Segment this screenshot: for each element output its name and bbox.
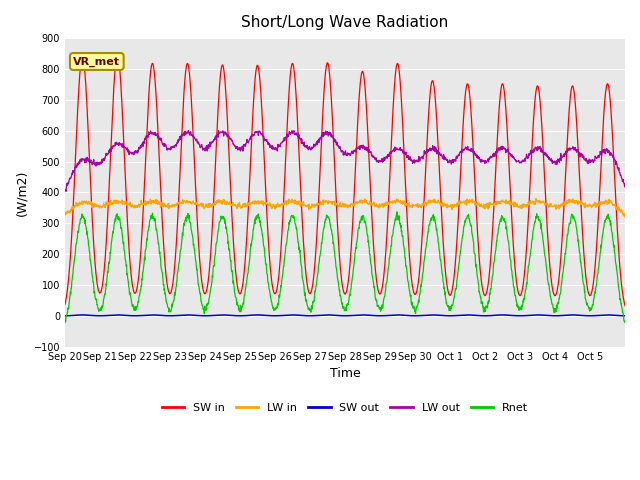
SW in — [477, 277, 485, 283]
Rnet — [559, 267, 567, 273]
SW out — [79, 312, 86, 318]
LW in — [330, 198, 338, 204]
Text: VR_met: VR_met — [74, 56, 120, 67]
LW in — [320, 197, 328, 203]
LW in — [532, 196, 540, 202]
LW in — [621, 214, 629, 220]
Rnet — [330, 248, 338, 253]
LW out — [149, 130, 157, 135]
LW out — [62, 189, 70, 194]
Rnet — [614, 280, 622, 286]
SW out — [477, 313, 485, 319]
Rnet — [393, 209, 401, 215]
Rnet — [621, 320, 629, 325]
SW out — [621, 313, 629, 319]
LW in — [477, 203, 484, 209]
LW out — [478, 157, 486, 163]
LW out — [321, 132, 328, 138]
SW out — [61, 313, 68, 319]
X-axis label: Time: Time — [330, 367, 360, 380]
Legend: SW in, LW in, SW out, LW out, Rnet: SW in, LW in, SW out, LW out, Rnet — [157, 398, 532, 418]
Rnet — [148, 210, 156, 216]
LW in — [559, 201, 567, 207]
Rnet — [61, 320, 68, 325]
LW out — [184, 128, 192, 133]
LW in — [61, 212, 68, 217]
Line: Rnet: Rnet — [65, 212, 625, 323]
SW in — [621, 303, 629, 309]
Rnet — [320, 226, 328, 232]
Rnet — [477, 300, 485, 306]
LW out — [331, 136, 339, 142]
SW out — [559, 312, 567, 318]
SW in — [114, 52, 122, 58]
Line: LW in: LW in — [65, 199, 625, 217]
Line: SW out: SW out — [65, 315, 625, 316]
SW in — [331, 162, 339, 168]
LW out — [614, 167, 622, 173]
SW out — [320, 312, 328, 318]
SW out — [331, 312, 339, 318]
SW out — [149, 312, 157, 318]
LW out — [560, 152, 568, 157]
Title: Short/Long Wave Radiation: Short/Long Wave Radiation — [241, 15, 449, 30]
SW in — [149, 61, 157, 67]
SW in — [614, 239, 622, 244]
LW in — [614, 204, 622, 210]
LW out — [621, 181, 629, 187]
LW out — [61, 187, 68, 192]
SW in — [320, 89, 328, 95]
SW in — [61, 301, 68, 307]
Line: LW out: LW out — [65, 131, 625, 192]
Y-axis label: (W/m2): (W/m2) — [15, 169, 28, 216]
SW in — [559, 215, 567, 221]
SW out — [614, 312, 622, 318]
LW in — [148, 200, 156, 205]
Line: SW in: SW in — [65, 55, 625, 306]
